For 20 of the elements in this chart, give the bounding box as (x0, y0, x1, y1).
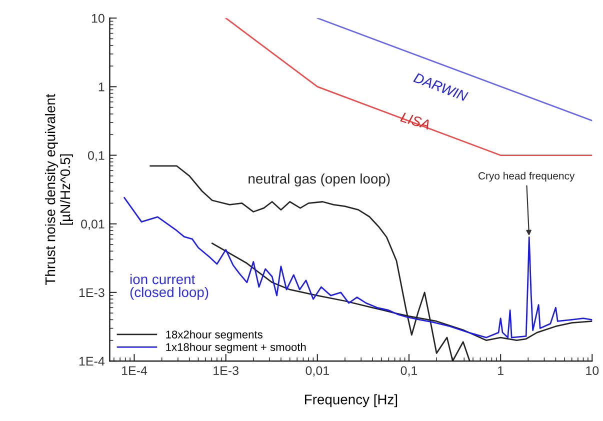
y-tick-label: 1E-3 (79, 288, 104, 298)
y-tick-label: 1E-4 (79, 356, 105, 366)
x-axis-title: Frequency [Hz] (305, 394, 398, 408)
y-tick-label: 10 (92, 14, 104, 23)
x-tick-label: 1E-3 (214, 366, 238, 376)
annotation: LISA (400, 112, 431, 130)
annotation: ion current (closed loop) (130, 274, 208, 300)
x-tick-label: 1 (498, 366, 504, 375)
x-tick-label: 1E-4 (122, 366, 148, 375)
legend-label: 18x2hour segments (166, 330, 262, 341)
x-tick-label: 0,01 (306, 366, 329, 377)
annotation: Cryo head frequency (478, 172, 575, 182)
x-tick-label: 10 (586, 366, 599, 376)
annotation: neutral gas (open loop) (248, 173, 390, 186)
y-axis-title: Thrust noise density equivalent [µN/Hz^0.5] (45, 94, 73, 285)
y-tick-label: 0,01 (81, 220, 104, 230)
y-tick-label: 1 (98, 82, 104, 92)
y-tick-label: 0,1 (88, 151, 104, 162)
legend-label: 1x18hour segment + smooth (166, 342, 306, 354)
x-tick-label: 0,1 (400, 366, 418, 377)
